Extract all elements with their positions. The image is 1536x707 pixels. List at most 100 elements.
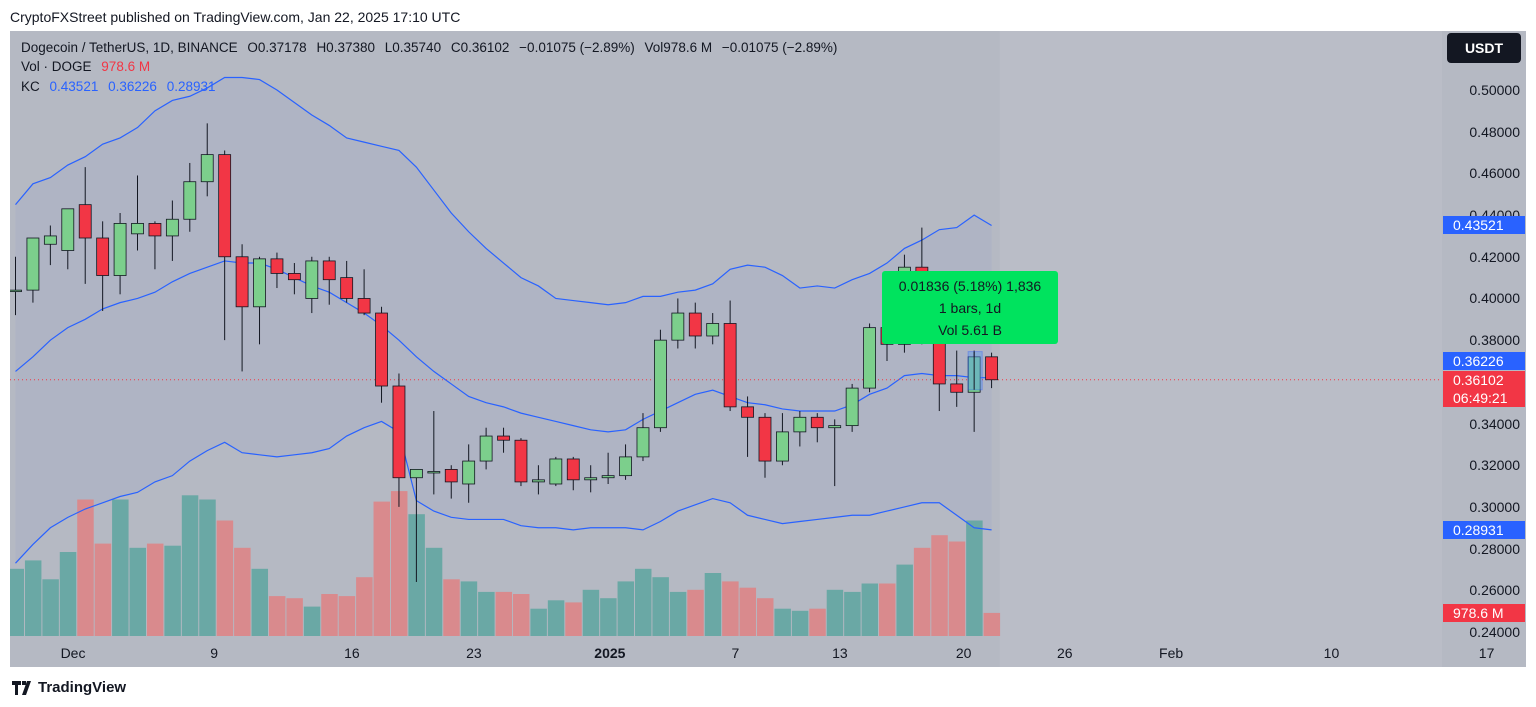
candle-body-13: [235, 256, 249, 308]
legend-kc: KC 0.43521 0.36226 0.28931: [21, 79, 222, 94]
kc-upper-tag: 0.43521: [1443, 216, 1525, 234]
legend-vol: Vol978.6 M: [644, 40, 713, 55]
legend-vol-title: Vol · DOGE: [21, 59, 92, 74]
volume-bar-40: [704, 573, 722, 636]
time-label: 16: [344, 645, 360, 661]
candle-body-0: [10, 289, 22, 293]
keltner-lower-line: [15, 420, 992, 564]
candle-body-24: [427, 471, 441, 474]
footer-brand[interactable]: TradingView: [12, 679, 126, 696]
candle-body-21: [375, 312, 388, 387]
candle-body-10: [183, 181, 197, 220]
volume-bar-13: [234, 547, 251, 636]
legend-vol-change: −0.01075 (−2.89%): [721, 40, 838, 55]
candle-body-42: [741, 406, 754, 418]
candle-body-54: [950, 383, 964, 393]
time-label: Dec: [60, 645, 86, 661]
candle-body-1: [26, 237, 40, 291]
price-tick: 0.26000: [1469, 582, 1520, 599]
volume-bar-51: [896, 564, 913, 636]
volume-bar-33: [582, 589, 600, 636]
volume-bar-14: [251, 568, 269, 636]
time-label: 13: [832, 645, 848, 661]
kc-mid-tag: 0.36226: [1443, 352, 1525, 370]
volume-bar-26: [460, 581, 478, 636]
candle-body-27: [479, 435, 493, 462]
volume-bar-11: [199, 499, 216, 636]
candle-body-16: [287, 273, 301, 281]
time-label: 20: [955, 645, 972, 661]
candle-body-5: [96, 237, 110, 276]
legend-kc-upper: 0.43521: [49, 79, 99, 94]
volume-bar-0: [10, 568, 24, 636]
last-price-value: 0.36102: [1453, 372, 1504, 388]
legend-kc-mid: 0.36226: [108, 79, 157, 94]
chart-area[interactable]: [10, 31, 1526, 667]
price-chart[interactable]: [10, 31, 1442, 667]
volume-bar-28: [495, 591, 513, 636]
volume-bar-12: [216, 520, 234, 636]
price-tick: 0.30000: [1469, 498, 1520, 515]
candle-body-23: [409, 468, 423, 479]
candle-body-15: [270, 258, 284, 274]
volume-bar-21: [373, 501, 391, 636]
candle-body-28: [497, 435, 510, 441]
legend-kc-title: KC: [21, 79, 40, 94]
kc-lower-tag: 0.28931: [1443, 521, 1525, 539]
volume-bar-1: [24, 560, 42, 636]
last-price-tag: 0.36102 06:49:21: [1443, 371, 1525, 407]
price-tick: 0.28000: [1469, 540, 1520, 557]
candle-body-38: [671, 312, 685, 341]
volume-bar-32: [565, 602, 582, 636]
volume-bar-37: [652, 577, 669, 636]
volume-bar-49: [861, 583, 879, 636]
time-label: 9: [210, 645, 219, 661]
volume-bar-41: [722, 581, 739, 636]
price-tick: 0.50000: [1469, 82, 1520, 98]
price-scale[interactable]: 0.500000.480000.460000.440000.420000.400…: [1443, 31, 1526, 667]
volume-bar-4: [77, 499, 94, 636]
candle-body-34: [601, 475, 615, 479]
candle-body-31: [549, 458, 563, 485]
volume-bar-39: [687, 589, 704, 636]
price-tick: 0.32000: [1469, 457, 1520, 474]
legend-symbol: Dogecoin / TetherUS, 1D, BINANCE: [21, 40, 238, 55]
candle-body-44: [776, 431, 789, 462]
legend-high: H0.37380: [316, 40, 375, 55]
time-label: 26: [1056, 645, 1073, 661]
time-label: 7: [731, 645, 740, 661]
volume-bar-43: [756, 598, 774, 636]
candle-body-30: [532, 479, 545, 483]
volume-bar-17: [303, 606, 321, 636]
candle-body-2: [43, 235, 57, 245]
price-tick: 0.48000: [1469, 123, 1520, 140]
volume-bar-44: [774, 608, 791, 636]
volume-bar-10: [181, 495, 199, 636]
time-label: Feb: [1159, 645, 1184, 661]
candle-body-9: [165, 218, 179, 237]
volume-bar-35: [617, 581, 635, 636]
candle-body-36: [636, 427, 650, 458]
volume-bar-27: [478, 591, 495, 636]
candle-body-46: [810, 416, 824, 429]
candle-body-22: [392, 385, 406, 479]
candle-body-35: [619, 456, 632, 477]
time-axis[interactable]: Dec 9 16 23 2025 7 13 20 26 Feb 10 17: [10, 636, 1495, 667]
currency-button[interactable]: USDT: [1447, 33, 1521, 63]
volume-bar-29: [512, 594, 530, 636]
price-tick: 0.34000: [1469, 415, 1520, 432]
volume-bar-47: [826, 589, 844, 636]
candle-body-17: [305, 260, 319, 299]
candle-body-8: [148, 223, 162, 237]
volume-bar-22: [390, 491, 408, 636]
volume-bar-8: [146, 543, 164, 636]
volume-bar-54: [948, 541, 966, 636]
price-tick: 0.46000: [1469, 165, 1520, 182]
candle-body-45: [793, 416, 807, 433]
volume-bar-34: [600, 598, 617, 636]
tradingview-logo-icon: [12, 680, 31, 695]
candle-body-37: [654, 339, 667, 429]
volume-bar-20: [356, 577, 373, 636]
legend-kc-lower: 0.28931: [166, 79, 216, 94]
candle-body-7: [131, 223, 144, 235]
